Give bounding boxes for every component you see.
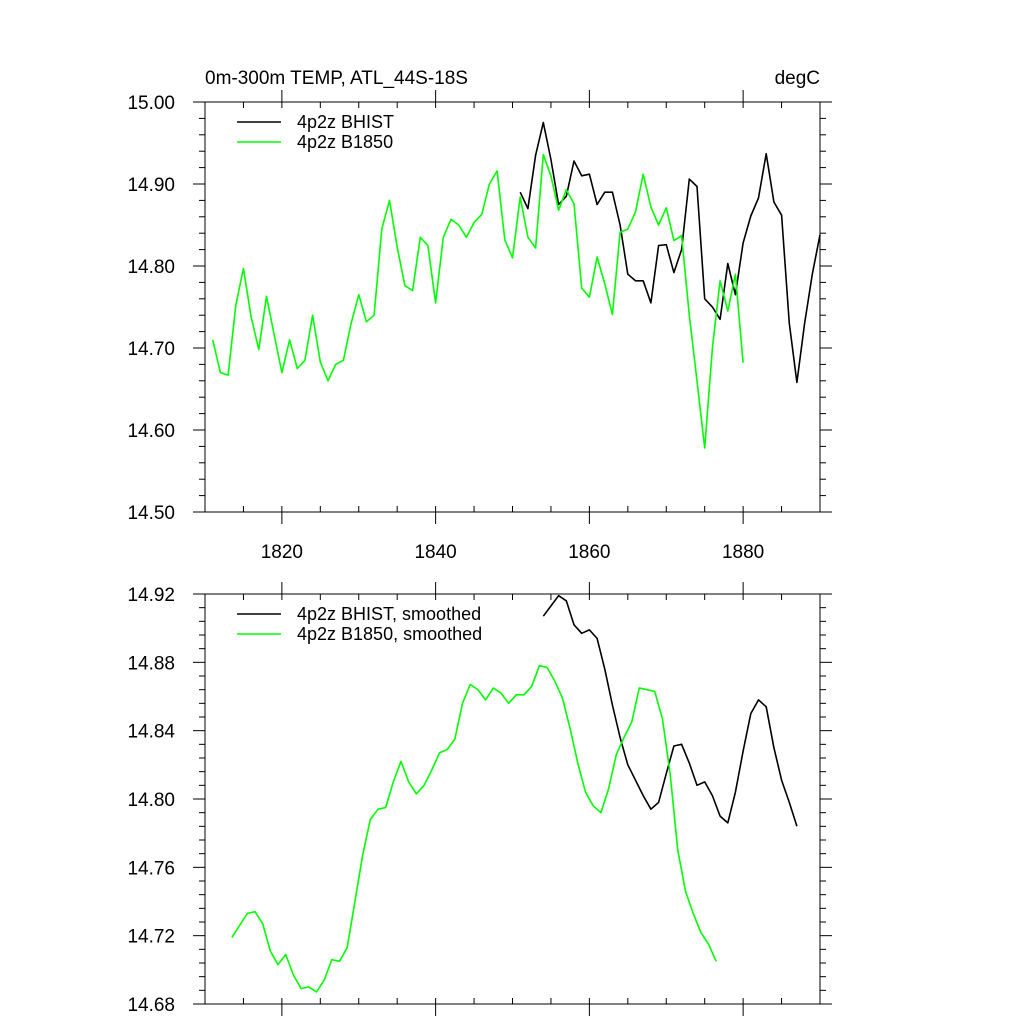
series-line-bhist [519,121,821,384]
x-tick-label: 1820 [261,542,303,563]
x-tick-label: 1840 [414,542,456,563]
y-tick-label: 14.76 [127,858,175,879]
top-plot-frame [204,101,821,513]
y-tick-label: 14.88 [127,653,175,674]
y-tick-label: 14.90 [127,175,175,196]
top-chart-units: degC [775,68,820,89]
bottom-plot-frame [204,593,821,1005]
legend-label-b1850: 4p2z B1850, smoothed [297,624,482,644]
top-data-lines [211,121,821,449]
y-tick-label: 14.72 [127,927,175,948]
bottom-panel-temp-smoothed: 14.68 14.72 14.76 14.80 14.84 14.88 14.92 4p2z… [127,582,832,1016]
y-tick-label: 14.80 [127,790,175,811]
y-tick-label: 14.50 [127,503,175,524]
top-chart-title: 0m-300m TEMP, ATL_44S-18S [205,68,468,89]
legend-label-bhist: 4p2z BHIST, smoothed [297,604,481,624]
series-line-bhist [542,594,798,827]
top-panel-temp-raw: 0m-300m TEMP, ATL_44S-18S degC 1820 1840 1… [127,68,832,563]
y-tick-label: 14.92 [127,585,175,606]
bottom-axis-ticks: 14.68 14.72 14.76 14.80 14.84 14.88 14.92 [127,582,832,1016]
x-tick-label: 1880 [722,542,764,563]
bottom-data-lines [231,594,798,993]
y-tick-label: 14.80 [127,257,175,278]
series-line-b1850 [231,664,717,993]
y-tick-label: 15.00 [127,93,175,114]
y-tick-label: 14.70 [127,339,175,360]
y-tick-label: 14.68 [127,995,175,1016]
y-tick-label: 14.60 [127,421,175,442]
x-tick-label: 1860 [568,542,610,563]
legend-label-bhist: 4p2z BHIST [297,112,394,132]
series-line-b1850 [211,153,744,449]
legend-label-b1850: 4p2z B1850 [297,132,393,152]
y-tick-label: 14.84 [127,722,175,743]
top-axis-ticks: 1820 1840 1860 1880 14.50 14.60 14.70 14.80 14.9… [127,90,832,563]
